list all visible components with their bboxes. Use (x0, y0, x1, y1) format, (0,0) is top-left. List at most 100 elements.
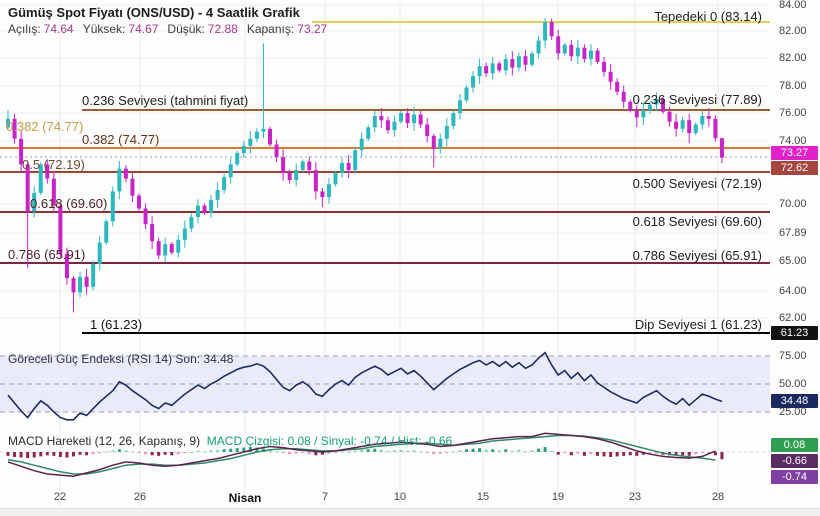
candle-body (353, 150, 358, 171)
candle-body (58, 205, 63, 255)
y-axis-tick: 82.00 (779, 52, 807, 64)
fib-label-right: Dip Seviyesi 1 (61.23) (634, 317, 762, 332)
candle-body (346, 162, 351, 171)
macd-histogram-bar (65, 452, 69, 458)
candle-body (300, 161, 305, 171)
macd-histogram-bar (157, 452, 161, 456)
candle-body (313, 170, 318, 192)
macd-histogram-bar (399, 449, 403, 452)
macd-histogram-bar (222, 449, 226, 452)
fib-label-right: 0.786 Seviyesi (65.91) (632, 248, 762, 263)
candle-body (713, 118, 718, 139)
candle-body (150, 224, 155, 242)
macd-histogram-bar (189, 452, 193, 453)
candle-body (254, 131, 259, 139)
candle-body (569, 44, 574, 57)
macd-histogram-bar (39, 452, 43, 457)
macd-histogram-bar (412, 450, 416, 452)
macd-histogram-bar (504, 449, 508, 452)
ohlc-label: Kapanış: (246, 22, 295, 36)
candle-body (399, 113, 403, 122)
macd-histogram-bar (596, 452, 599, 456)
candle-body (19, 138, 24, 165)
candle-body (674, 121, 679, 129)
candle-body (123, 168, 128, 179)
macd-histogram-bar (445, 452, 449, 453)
candle-body (706, 115, 711, 119)
candle-body (477, 66, 482, 77)
macd-histogram-bar (150, 452, 154, 456)
candle-body (503, 59, 508, 71)
macd-histogram-bar (700, 452, 704, 454)
macd-histogram-bar (183, 452, 187, 454)
macd-histogram-bar (654, 452, 658, 454)
macd-histogram-bar (209, 450, 213, 452)
macd-histogram-bar (582, 452, 586, 456)
candle-body (588, 50, 593, 60)
candle-body (425, 124, 430, 136)
macd-histogram-bar (713, 452, 717, 456)
macd-histogram-bar (615, 452, 619, 457)
x-axis-label: 26 (133, 491, 147, 503)
rsi-line (7, 351, 723, 421)
macd-histogram-bar (72, 452, 75, 457)
macd-histogram-bar (609, 452, 613, 457)
candle-body (294, 170, 299, 181)
candle-body (523, 56, 528, 65)
macd-badge: 0.08 (771, 438, 818, 452)
candle-body (602, 61, 607, 72)
macd-histogram-bar (45, 452, 49, 456)
candle-body (536, 40, 541, 54)
candle-body (202, 205, 207, 213)
bottom-scrollbar[interactable] (0, 508, 820, 516)
macd-histogram-bar (144, 452, 148, 455)
rsi-axis-tick: 50.00 (779, 378, 807, 390)
candle-body (78, 276, 83, 293)
candle-body (261, 128, 266, 132)
macd-histogram-bar (563, 452, 567, 454)
macd-histogram-bar (216, 449, 220, 452)
macd-histogram-bar (360, 449, 364, 452)
macd-histogram-bar (720, 452, 724, 460)
macd-histogram-bar (58, 452, 62, 457)
candle-body (12, 118, 17, 139)
candle-body (647, 104, 652, 111)
x-axis-label: 15 (476, 491, 490, 503)
macd-histogram-bar (589, 452, 593, 455)
macd-title-main: MACD Hareketi (12, 26, Kapanış, 9) (8, 434, 201, 448)
candle-body (189, 217, 194, 229)
macd-histogram-bar (537, 448, 541, 452)
macd-histogram-bar (425, 452, 429, 454)
macd-badge: -0.74 (771, 470, 818, 484)
macd-histogram-bar (602, 452, 606, 457)
macd-histogram-bar (340, 451, 344, 453)
ohlc-row: Açılış: 74.64 Yüksek: 74.67 Düşük: 72.88 Kapan… (8, 22, 336, 36)
macd-title-values: MACD Çizgisi: 0.08 / Sinyal: -0.74 / His… (206, 434, 453, 448)
rsi-axis-tick: 75.00 (779, 350, 807, 362)
macd-histogram-bar (235, 448, 239, 452)
macd-histogram-bar (334, 452, 337, 453)
candle-body (91, 263, 96, 287)
candle-body (326, 184, 331, 198)
macd-histogram-bar (19, 452, 23, 458)
macd-histogram-bar (117, 449, 121, 452)
candle-body (274, 144, 279, 158)
candle-body (392, 121, 397, 131)
candle-body (241, 145, 246, 153)
macd-histogram-bar (13, 452, 17, 457)
macd-histogram-bar (635, 452, 639, 456)
candle-body (444, 125, 449, 139)
candle-body (543, 22, 548, 41)
candle-body (248, 138, 253, 146)
candle-body (215, 189, 220, 200)
candle-body (438, 138, 443, 149)
rsi-title: Göreceli Güç Endeksi (RSI 14) Son: 34.48 (8, 352, 234, 366)
candle-body (366, 127, 371, 139)
candle-body (687, 120, 692, 134)
macd-histogram-bar (248, 447, 252, 452)
macd-histogram-bar (320, 452, 324, 455)
macd-histogram-bar (130, 451, 134, 453)
candle-body (530, 53, 534, 65)
macd-histogram-bar (288, 452, 292, 455)
